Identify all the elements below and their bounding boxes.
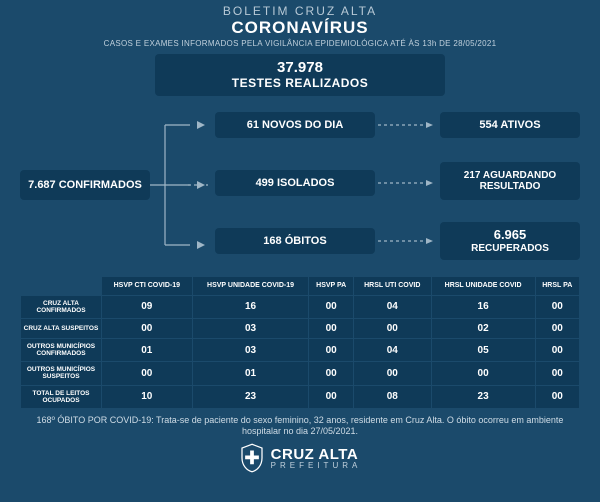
- hospital-table: HSVP CTI COVID-19HSVP UNIDADE COVID-19HS…: [20, 276, 580, 409]
- table-row-header: CRUZ ALTA SUSPEITOS: [21, 319, 101, 338]
- table-cell: 01: [193, 362, 309, 384]
- table-cell: 00: [536, 386, 579, 408]
- recovered-label: RECUPERADOS: [471, 243, 549, 255]
- table-cell: 00: [536, 362, 579, 384]
- shield-logo-icon: [239, 443, 265, 473]
- table-cell: 00: [536, 296, 579, 318]
- table-cell: 23: [432, 386, 535, 408]
- awaiting-box: 217 AGUARDANDO RESULTADO: [440, 162, 580, 200]
- header: BOLETIM CRUZ ALTA CORONAVÍRUS CASOS E EX…: [0, 0, 600, 48]
- table-row-header: CRUZ ALTA CONFIRMADOS: [21, 296, 101, 318]
- table-row: CRUZ ALTA CONFIRMADOS091600041600: [21, 296, 579, 318]
- table-cell: 00: [309, 319, 352, 338]
- table-cell: 03: [193, 319, 309, 338]
- footer-sub: PREFEITURA: [271, 462, 362, 470]
- table-cell: 00: [432, 362, 535, 384]
- table-cell: 00: [309, 362, 352, 384]
- footnote: 168º ÓBITO POR COVID-19: Trata-se de pac…: [30, 415, 570, 438]
- table-row: CRUZ ALTA SUSPEITOS000300000200: [21, 319, 579, 338]
- table-col-header: HRSL UTI COVID: [354, 277, 431, 295]
- table-cell: 23: [193, 386, 309, 408]
- table-cell: 00: [309, 339, 352, 361]
- tests-box: 37.978 TESTES REALIZADOS: [155, 54, 445, 96]
- footer: CRUZ ALTA PREFEITURA: [0, 443, 600, 478]
- table-cell: 00: [102, 362, 192, 384]
- table-row-header: OUTROS MUNICÍPIOS CONFIRMADOS: [21, 339, 101, 361]
- table-row: OUTROS MUNICÍPIOS CONFIRMADOS01030004050…: [21, 339, 579, 361]
- table-col-header: HSVP UNIDADE COVID-19: [193, 277, 309, 295]
- table-cell: 09: [102, 296, 192, 318]
- table-cell: 01: [102, 339, 192, 361]
- header-subtitle: CASOS E EXAMES INFORMADOS PELA VIGILÂNCI…: [0, 39, 600, 48]
- table-corner: [21, 277, 101, 295]
- table-cell: 04: [354, 296, 431, 318]
- new-cases-box: 61 NOVOS DO DIA: [215, 112, 375, 138]
- table-row: TOTAL DE LEITOS OCUPADOS102300082300: [21, 386, 579, 408]
- table-cell: 00: [309, 296, 352, 318]
- table-cell: 05: [432, 339, 535, 361]
- table-cell: 10: [102, 386, 192, 408]
- table-cell: 00: [309, 386, 352, 408]
- table-cell: 00: [536, 319, 579, 338]
- coronavirus-title: CORONAVÍRUS: [0, 18, 600, 38]
- table-cell: 00: [536, 339, 579, 361]
- table-col-header: HRSL UNIDADE COVID: [432, 277, 535, 295]
- confirmed-box: 7.687 CONFIRMADOS: [20, 170, 150, 200]
- table-cell: 00: [354, 362, 431, 384]
- table-row-header: OUTROS MUNICÍPIOS SUSPEITOS: [21, 362, 101, 384]
- table-row-header: TOTAL DE LEITOS OCUPADOS: [21, 386, 101, 408]
- deaths-box: 168 ÓBITOS: [215, 228, 375, 254]
- table-col-header: HSVP CTI COVID-19: [102, 277, 192, 295]
- flow-diagram: 7.687 CONFIRMADOS 61 NOVOS DO DIA 499 IS…: [20, 102, 580, 272]
- table-cell: 16: [432, 296, 535, 318]
- tests-label: TESTES REALIZADOS: [155, 76, 445, 90]
- active-box: 554 ATIVOS: [440, 112, 580, 138]
- table-cell: 04: [354, 339, 431, 361]
- table-cell: 08: [354, 386, 431, 408]
- table-cell: 03: [193, 339, 309, 361]
- recovered-box: 6.965 RECUPERADOS: [440, 222, 580, 260]
- table-col-header: HRSL PA: [536, 277, 579, 295]
- tests-value: 37.978: [155, 59, 445, 76]
- bulletin-title: BOLETIM CRUZ ALTA: [0, 4, 600, 18]
- table-cell: 16: [193, 296, 309, 318]
- footer-city: CRUZ ALTA: [271, 447, 362, 462]
- table-cell: 02: [432, 319, 535, 338]
- table-col-header: HSVP PA: [309, 277, 352, 295]
- table-cell: 00: [102, 319, 192, 338]
- recovered-value: 6.965: [471, 228, 549, 243]
- table-row: OUTROS MUNICÍPIOS SUSPEITOS000100000000: [21, 362, 579, 384]
- table-cell: 00: [354, 319, 431, 338]
- isolated-box: 499 ISOLADOS: [215, 170, 375, 196]
